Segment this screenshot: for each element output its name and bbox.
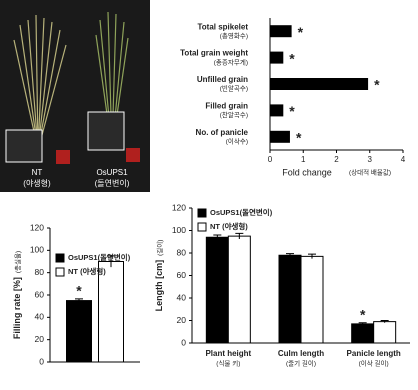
category-sublabel: (총영화수)	[220, 31, 248, 40]
photo-label: OsUPS1	[96, 168, 128, 177]
x-tick-label: Panicle length	[347, 349, 401, 358]
pot	[126, 148, 140, 162]
bar	[270, 78, 369, 90]
photo-sublabel: (돌연변이)	[95, 178, 130, 188]
y-tick-label: 0	[39, 356, 44, 366]
significance-marker: *	[298, 24, 304, 40]
category-sublabel: (이삭수)	[226, 137, 248, 146]
plant-photo: NT (야생형) OsUPS1 (돌연변이)	[0, 0, 150, 192]
bar	[300, 255, 324, 344]
x-tick-sublabel: (줄기 길이)	[286, 359, 316, 368]
y-tick-label: 0	[181, 337, 186, 347]
significance-marker: *	[289, 50, 295, 66]
category-label: Total grain weight	[180, 49, 248, 58]
legend-swatch	[55, 253, 65, 263]
x-tick-label: 0	[268, 155, 273, 164]
legend-swatch	[55, 267, 65, 277]
y-tick-label: 120	[30, 222, 44, 232]
bar	[98, 261, 124, 363]
x-tick-sublabel: (식물 키)	[216, 359, 240, 368]
legend-label: NT (야생형)	[68, 266, 106, 276]
x-tick-label: 3	[368, 155, 373, 164]
y-axis-label: Length [cm] (길이)	[154, 240, 164, 312]
y-tick-label: 100	[30, 245, 44, 255]
bar	[270, 25, 292, 38]
x-tick-label: Culm length	[278, 349, 324, 358]
significance-marker: *	[289, 103, 295, 119]
x-axis-label: Fold change	[282, 167, 332, 177]
y-tick-label: 20	[35, 334, 45, 344]
significance-marker: *	[76, 283, 82, 299]
legend-swatch	[197, 208, 207, 218]
inset-nt	[5, 129, 43, 163]
category-sublabel: (찬알곡수)	[220, 110, 248, 119]
y-tick-label: 60	[177, 270, 187, 280]
bar	[351, 323, 375, 344]
bar	[270, 130, 290, 143]
category-label: Total spikelet	[197, 22, 248, 31]
y-axis-sublabel: (길이)	[155, 240, 164, 256]
legend-label: OsUPS1(돌연변이)	[68, 252, 131, 262]
category-label: Unfilled grain	[197, 75, 248, 84]
category-label: Filled grain	[205, 102, 248, 111]
photo-sublabel: (야생형)	[23, 178, 51, 188]
y-tick-label: 80	[35, 267, 45, 277]
y-tick-label: 60	[35, 289, 45, 299]
significance-marker: *	[296, 130, 302, 146]
error-bar	[286, 253, 294, 257]
error-bar	[107, 255, 115, 268]
error-bar	[358, 322, 367, 325]
y-tick-label: 120	[172, 202, 186, 212]
y-axis-label: Filling rate [%] (충실율)	[12, 251, 22, 339]
error-bar	[380, 320, 389, 323]
bar	[270, 104, 284, 117]
error-bar	[235, 232, 244, 239]
category-sublabel: (빈알곡수)	[220, 84, 248, 93]
pot	[56, 150, 70, 164]
significance-marker: *	[374, 77, 380, 93]
error-bar	[213, 234, 222, 240]
y-tick-label: 40	[177, 292, 187, 302]
x-tick-label: 4	[401, 155, 406, 164]
category-label: No. of panicle	[196, 128, 249, 137]
bar	[66, 300, 92, 363]
inset-mutant	[87, 111, 125, 151]
legend-label: OsUPS1(돌연변이)	[210, 207, 273, 217]
y-tick-label: 20	[177, 315, 187, 325]
significance-marker: *	[360, 306, 366, 322]
category-sublabel: (총종자무게)	[214, 57, 248, 66]
bar	[270, 51, 284, 64]
x-tick-label: Plant height	[205, 349, 251, 358]
y-axis-label-text: Length [cm]	[154, 260, 164, 312]
x-axis-sublabel: (상대적 배율값)	[349, 168, 391, 177]
legend-label: NT (야생형)	[210, 221, 248, 231]
y-tick-label: 100	[172, 225, 186, 235]
photo-background	[0, 0, 150, 192]
y-tick-label: 80	[177, 247, 187, 257]
plant-mutant	[95, 11, 129, 151]
x-tick-label: 2	[334, 155, 339, 164]
legend-swatch	[197, 222, 207, 232]
plant-nt	[13, 14, 67, 151]
y-tick-label: 40	[35, 312, 45, 322]
bar	[205, 236, 229, 344]
bar	[227, 235, 251, 344]
bar	[278, 254, 302, 344]
photo-label: NT	[32, 168, 43, 177]
error-bar	[75, 298, 83, 303]
error-bar	[308, 253, 316, 259]
x-tick-label: 1	[301, 155, 306, 164]
bar	[373, 321, 397, 344]
x-tick-sublabel: (이삭 길이)	[359, 359, 389, 368]
y-axis-sublabel: (충실율)	[13, 251, 22, 273]
y-axis-label-text: Filling rate [%]	[12, 277, 22, 339]
